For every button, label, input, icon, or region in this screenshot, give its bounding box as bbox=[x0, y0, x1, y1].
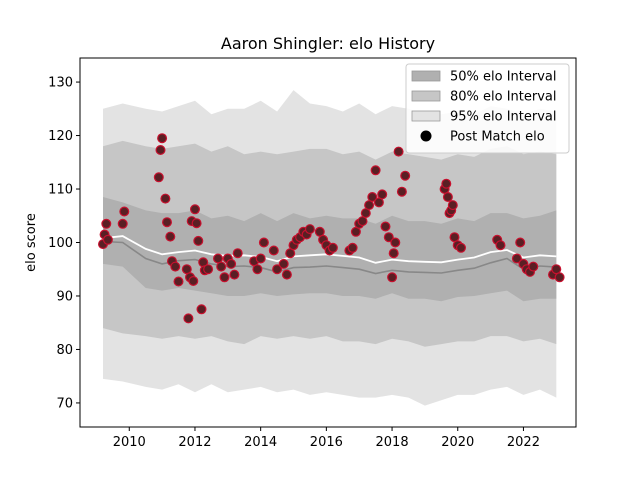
match-point bbox=[153, 172, 164, 183]
match-point bbox=[377, 189, 388, 200]
chart-title: Aaron Shingler: elo History bbox=[221, 34, 435, 53]
y-tick-label: 110 bbox=[48, 183, 73, 198]
x-axis-ticks: 2010 2012 2014 2016 2018 2020 2022 bbox=[113, 427, 540, 450]
match-point bbox=[190, 204, 201, 215]
match-point bbox=[157, 133, 168, 144]
match-point bbox=[181, 264, 192, 275]
match-point bbox=[511, 253, 522, 264]
match-point bbox=[456, 242, 467, 253]
legend-label: 95% elo Interval bbox=[450, 110, 557, 125]
y-axis-label: elo score bbox=[24, 213, 39, 272]
match-point bbox=[255, 253, 266, 264]
y-tick-label: 70 bbox=[56, 396, 73, 411]
match-point bbox=[388, 248, 399, 259]
match-point bbox=[229, 269, 240, 280]
x-tick-label: 2022 bbox=[507, 435, 540, 450]
match-point bbox=[383, 232, 394, 243]
match-point bbox=[203, 264, 214, 275]
match-point bbox=[191, 218, 202, 229]
match-point bbox=[101, 218, 112, 229]
match-point bbox=[441, 178, 452, 189]
x-tick-label: 2014 bbox=[244, 435, 277, 450]
match-point bbox=[226, 258, 237, 269]
legend-box bbox=[405, 63, 570, 154]
match-point bbox=[380, 221, 391, 232]
match-point bbox=[232, 248, 243, 259]
match-point bbox=[551, 264, 562, 275]
match-point bbox=[162, 217, 173, 228]
x-tick-label: 2020 bbox=[441, 435, 474, 450]
legend-swatch bbox=[411, 70, 441, 82]
mean-line bbox=[102, 235, 557, 264]
match-point bbox=[327, 242, 338, 253]
match-point bbox=[258, 237, 269, 248]
match-point bbox=[528, 261, 539, 272]
y-tick-label: 100 bbox=[48, 236, 73, 251]
post-match-points bbox=[97, 133, 565, 324]
match-point bbox=[347, 242, 358, 253]
match-point bbox=[396, 186, 407, 197]
match-point bbox=[442, 192, 453, 203]
match-point bbox=[170, 261, 181, 272]
y-tick-label: 80 bbox=[56, 343, 73, 358]
y-tick-label: 120 bbox=[48, 129, 73, 144]
match-point bbox=[219, 272, 230, 283]
trend-lines bbox=[102, 235, 557, 275]
match-point bbox=[165, 231, 176, 242]
match-point bbox=[252, 264, 263, 275]
match-point bbox=[370, 165, 381, 176]
match-point bbox=[160, 193, 171, 204]
match-point bbox=[447, 200, 458, 211]
y-tick-label: 130 bbox=[48, 76, 73, 91]
match-point bbox=[364, 200, 375, 211]
match-point bbox=[213, 253, 224, 264]
median-line bbox=[102, 240, 557, 275]
match-point bbox=[278, 258, 289, 269]
match-point bbox=[281, 269, 292, 280]
match-point bbox=[188, 276, 199, 287]
match-point bbox=[515, 237, 526, 248]
x-tick-label: 2012 bbox=[178, 435, 211, 450]
match-point bbox=[304, 224, 315, 235]
x-tick-label: 2016 bbox=[310, 435, 343, 450]
x-tick-label: 2010 bbox=[113, 435, 146, 450]
match-point bbox=[400, 170, 411, 181]
match-point bbox=[367, 192, 378, 203]
match-point bbox=[554, 272, 565, 283]
legend-label: 50% elo Interval bbox=[450, 70, 557, 85]
y-axis-ticks: 70 80 90 100 110 120 130 bbox=[48, 76, 80, 411]
match-point bbox=[196, 304, 207, 315]
match-point bbox=[268, 245, 279, 256]
x-tick-label: 2018 bbox=[376, 435, 409, 450]
legend-swatch bbox=[411, 110, 441, 122]
match-point bbox=[102, 234, 113, 245]
match-point bbox=[193, 235, 204, 246]
match-point bbox=[272, 264, 283, 275]
legend-label: 80% elo Interval bbox=[450, 90, 557, 105]
legend: 50% elo Interval 80% elo Interval 95% elo … bbox=[405, 63, 570, 154]
match-point bbox=[216, 261, 227, 272]
match-point bbox=[155, 145, 166, 156]
match-point bbox=[387, 272, 398, 283]
match-point bbox=[119, 206, 130, 217]
y-tick-label: 90 bbox=[56, 289, 73, 304]
match-point bbox=[183, 313, 194, 324]
match-point bbox=[173, 276, 184, 287]
legend-swatch bbox=[411, 90, 441, 102]
legend-marker bbox=[420, 130, 432, 142]
match-point bbox=[393, 146, 404, 157]
match-point bbox=[495, 240, 506, 251]
match-point bbox=[390, 237, 401, 248]
match-point bbox=[117, 218, 128, 229]
legend-label: Post Match elo bbox=[450, 130, 545, 145]
